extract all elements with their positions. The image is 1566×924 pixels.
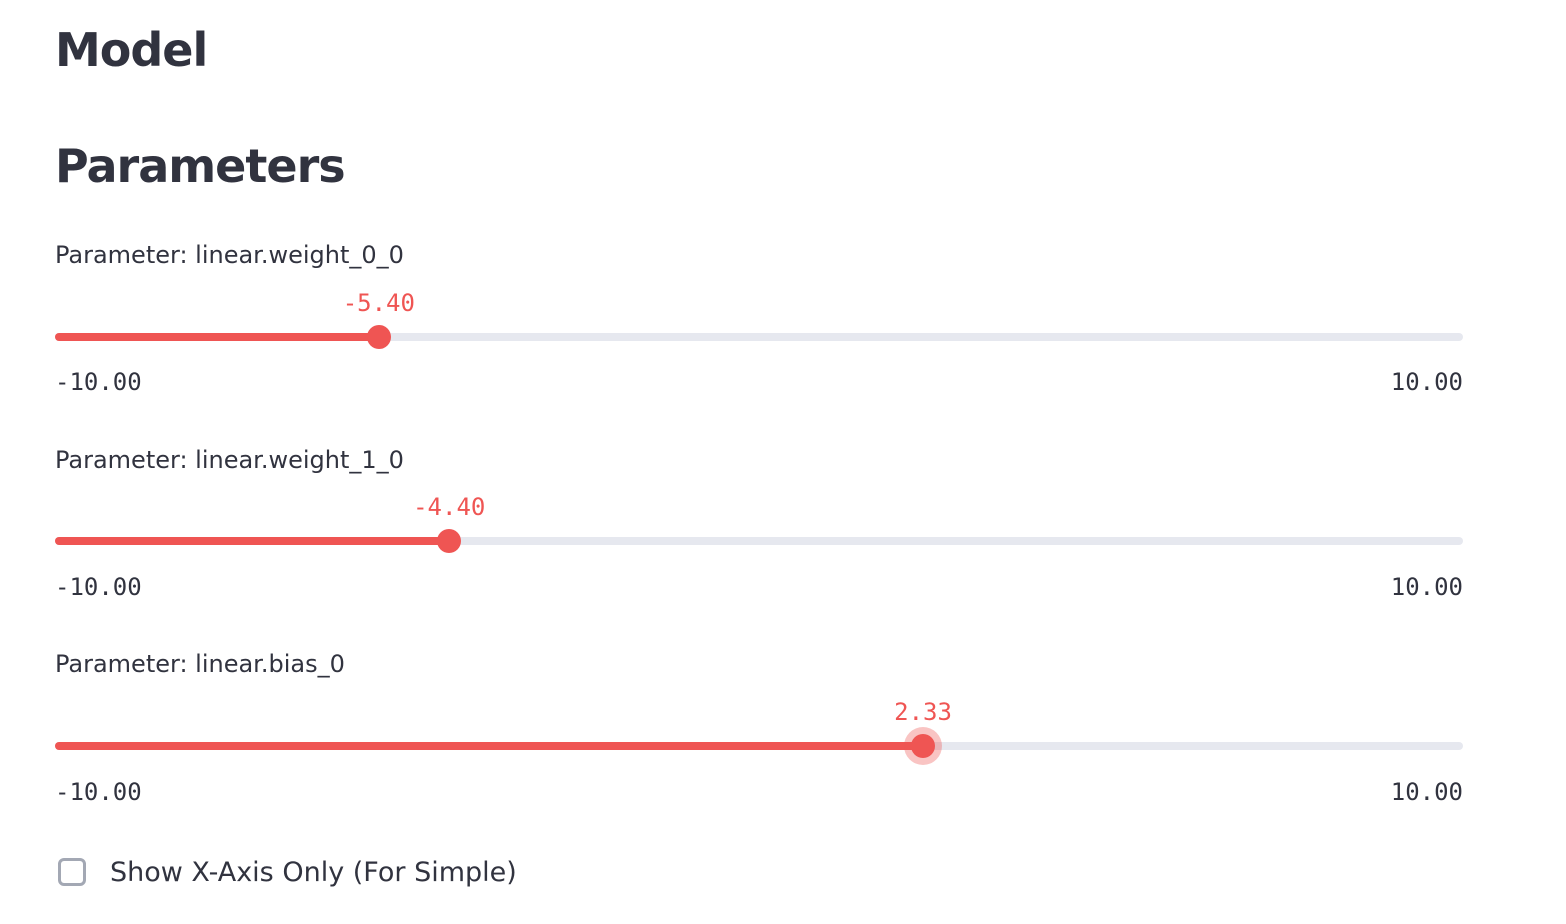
slider-fill [55,742,924,750]
slider-max-label: 10.00 [1390,778,1463,806]
slider-linear-bias-0: Parameter: linear.bias_0 2.33 -10.00 10.… [55,649,1463,819]
parameters-heading: Parameters [55,139,346,193]
slider-value-label: -4.40 [413,493,486,521]
slider-label: Parameter: linear.weight_1_0 [55,446,404,474]
slider-track[interactable] [55,325,1463,349]
slider-thumb[interactable] [437,529,462,553]
checkbox-box[interactable] [58,858,86,886]
slider-min-label: -10.00 [55,573,142,601]
slider-linear-weight-0-0: Parameter: linear.weight_0_0 -5.40 -10.0… [55,240,1463,410]
slider-value-label: -5.40 [342,289,415,317]
slider-max-label: 10.00 [1390,573,1463,601]
slider-thumb[interactable] [366,325,391,349]
slider-label: Parameter: linear.bias_0 [55,650,345,678]
slider-min-label: -10.00 [55,368,142,396]
slider-value-label: 2.33 [894,698,952,726]
checkbox-label: Show X-Axis Only (For Simple) [110,856,517,888]
slider-fill [55,537,450,545]
slider-track[interactable] [55,529,1463,553]
model-heading: Model [55,23,208,77]
slider-min-label: -10.00 [55,778,142,806]
slider-fill [55,333,379,341]
show-x-axis-only-checkbox[interactable]: Show X-Axis Only (For Simple) [58,852,517,892]
slider-max-label: 10.00 [1390,368,1463,396]
slider-thumb[interactable] [911,734,936,758]
slider-track[interactable] [55,734,1463,758]
slider-label: Parameter: linear.weight_0_0 [55,241,404,269]
slider-linear-weight-1-0: Parameter: linear.weight_1_0 -4.40 -10.0… [55,445,1463,615]
